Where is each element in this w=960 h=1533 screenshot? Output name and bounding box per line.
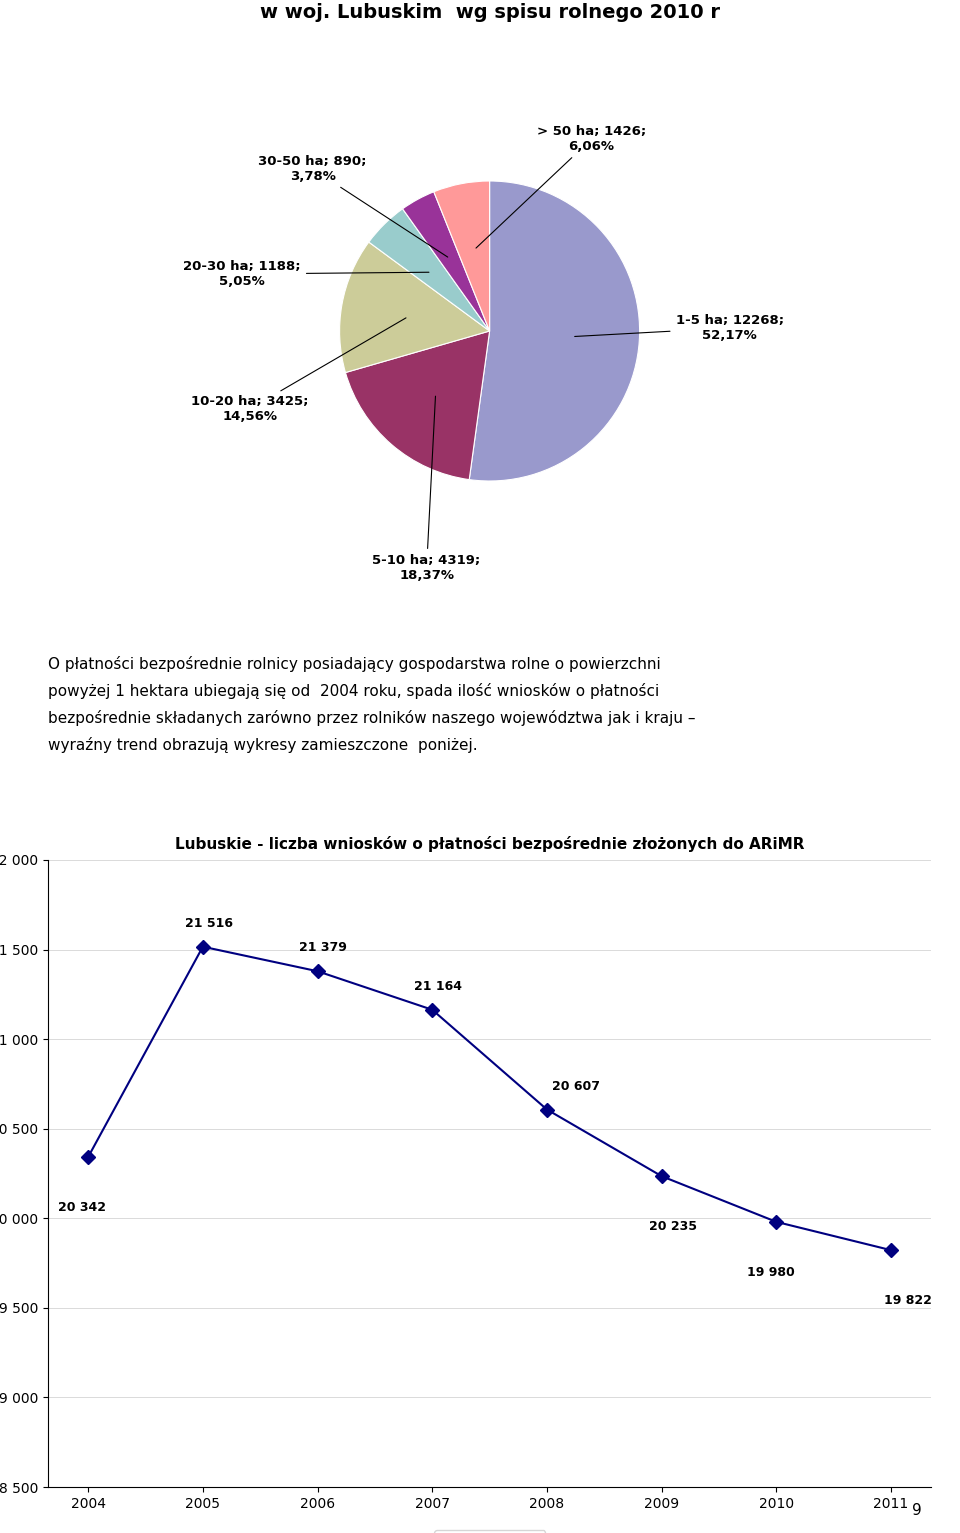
Text: 20-30 ha; 1188;
5,05%: 20-30 ha; 1188; 5,05%	[183, 261, 429, 288]
Text: 21 516: 21 516	[184, 917, 232, 931]
Title: Ilość gospodarstw o powierzchni powyżej 1 ha
w woj. Lubuskim  wg spisu rolnego 2: Ilość gospodarstw o powierzchni powyżej …	[235, 0, 744, 21]
Wedge shape	[346, 331, 490, 480]
Wedge shape	[434, 181, 490, 331]
Text: 9: 9	[912, 1502, 922, 1518]
Text: 21 379: 21 379	[300, 941, 348, 955]
Text: 19 822: 19 822	[884, 1294, 932, 1306]
Text: 1-5 ha; 12268;
52,17%: 1-5 ha; 12268; 52,17%	[575, 314, 783, 342]
Text: 30-50 ha; 890;
3,78%: 30-50 ha; 890; 3,78%	[258, 155, 447, 258]
Text: 20 607: 20 607	[552, 1079, 600, 1093]
Text: O płatności bezpośrednie rolnicy posiadający gospodarstwa rolne o powierzchni
po: O płatności bezpośrednie rolnicy posiada…	[48, 656, 695, 753]
Text: 5-10 ha; 4319;
18,37%: 5-10 ha; 4319; 18,37%	[372, 396, 481, 583]
Text: 19 980: 19 980	[747, 1266, 795, 1279]
Text: 21 164: 21 164	[414, 980, 462, 993]
Title: Lubuskie - liczba wniosków o płatności bezpośrednie złożonych do ARiMR: Lubuskie - liczba wniosków o płatności b…	[175, 835, 804, 852]
Text: 10-20 ha; 3425;
14,56%: 10-20 ha; 3425; 14,56%	[191, 317, 406, 423]
Wedge shape	[402, 192, 490, 331]
Wedge shape	[340, 242, 490, 373]
Legend: Lubuskie: Lubuskie	[434, 1530, 545, 1533]
Text: > 50 ha; 1426;
6,06%: > 50 ha; 1426; 6,06%	[476, 126, 646, 248]
Text: 20 235: 20 235	[649, 1220, 697, 1233]
Wedge shape	[369, 208, 490, 331]
Text: 20 342: 20 342	[59, 1200, 107, 1214]
Wedge shape	[469, 181, 639, 481]
